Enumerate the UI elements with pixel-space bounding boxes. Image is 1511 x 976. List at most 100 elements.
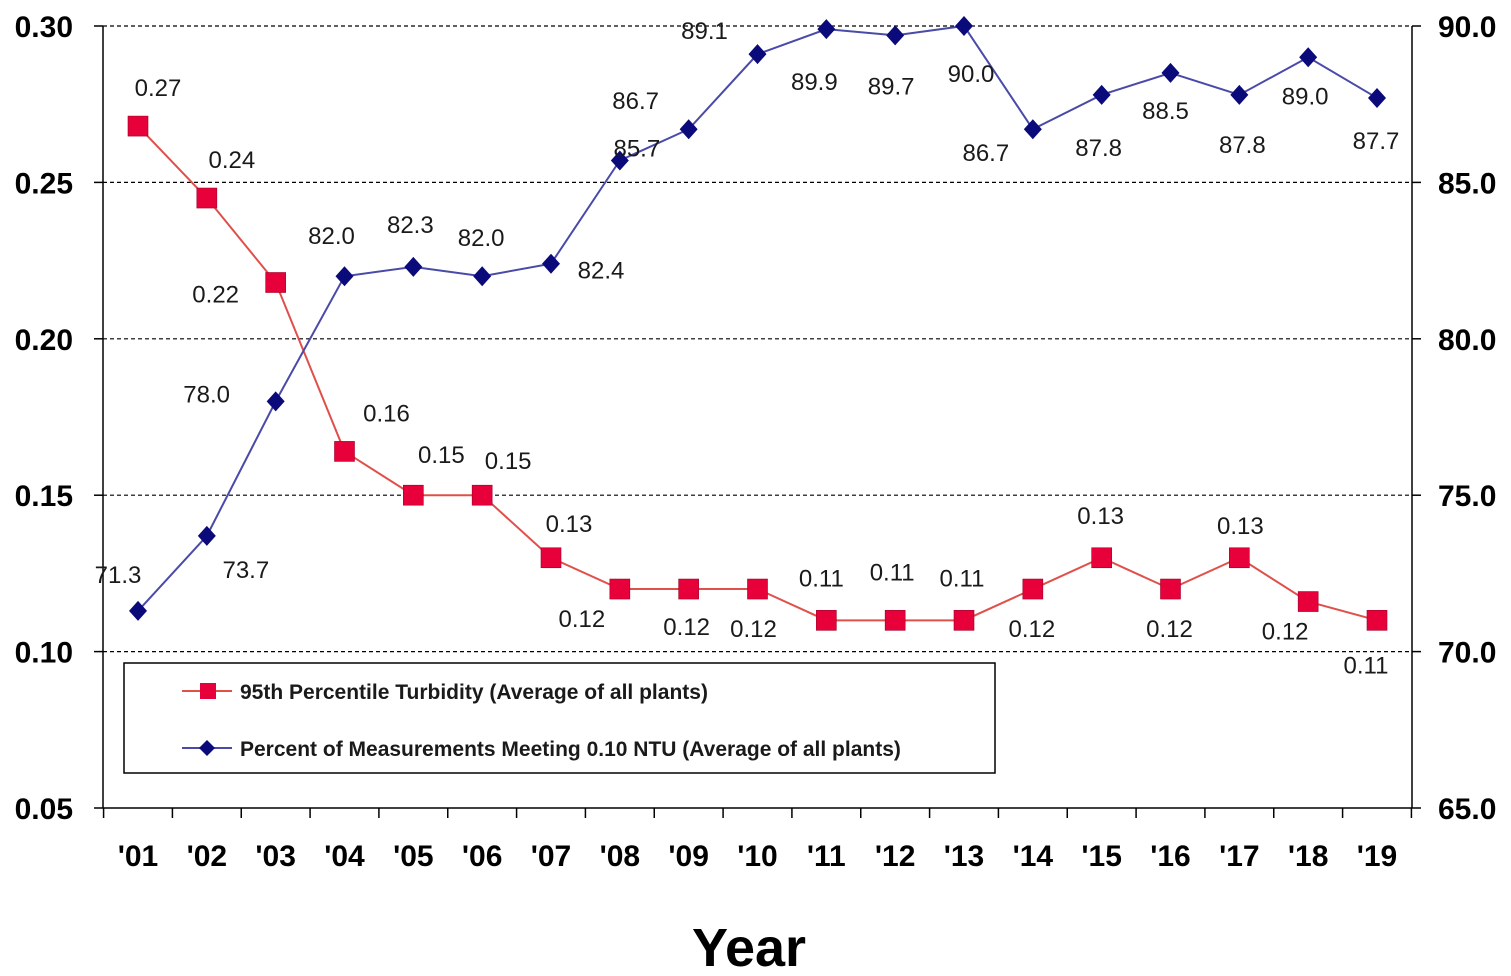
turbidity-point: [1366, 610, 1388, 631]
legend-marker-square: [200, 683, 216, 699]
percent-data-label: 89.7: [868, 73, 915, 100]
x-tick-label: '01: [118, 840, 159, 873]
percent-data-label: 82.0: [308, 223, 355, 250]
turbidity-data-label: 0.13: [1217, 513, 1264, 540]
turbidity-point: [609, 578, 631, 600]
x-tick-label: '07: [531, 840, 572, 873]
turbidity-data-label: 0.24: [208, 147, 255, 174]
percent-data-label: 87.8: [1219, 132, 1266, 159]
turbidity-point: [953, 610, 975, 631]
percent-point: [266, 391, 285, 412]
turbidity-data-label: 0.12: [663, 614, 710, 641]
percent-data-label: 78.0: [183, 381, 230, 408]
turbidity-point: [678, 578, 699, 600]
turbidity-point: [816, 610, 837, 631]
percent-data-label: 89.9: [791, 69, 838, 96]
turbidity-data-label: 0.22: [192, 281, 239, 308]
left-tick-label: 0.10: [15, 637, 73, 670]
left-tick-label: 0.30: [15, 11, 73, 44]
percent-point: [1230, 84, 1249, 105]
percent-data-label: 90.0: [948, 61, 995, 88]
x-tick-label: '14: [1013, 840, 1054, 873]
turbidity-point: [747, 578, 768, 600]
turbidity-point: [403, 484, 424, 506]
x-tick-label: '18: [1288, 840, 1329, 873]
legend-box: [123, 662, 996, 774]
percent-point: [1023, 119, 1042, 140]
legend-marker-diamond: [199, 740, 215, 756]
turbidity-point: [471, 484, 493, 506]
x-tick-label: '03: [255, 840, 296, 873]
x-tick-label: '16: [1150, 840, 1191, 873]
turbidity-data-label: 0.13: [1077, 503, 1124, 530]
x-tick-label: '13: [944, 840, 985, 873]
percent-point: [473, 266, 492, 287]
series-markers: [127, 16, 1388, 631]
percent-point: [129, 600, 147, 621]
percent-point: [748, 44, 767, 65]
percent-point: [1299, 47, 1318, 68]
turbidity-data-label: 0.15: [418, 442, 465, 469]
x-tick-label: '02: [187, 840, 228, 873]
turbidity-point: [1091, 547, 1112, 569]
legend: 95th Percentile Turbidity (Average of al…: [123, 662, 996, 774]
turbidity-point: [1022, 578, 1044, 600]
percent-data-label: 89.0: [1282, 83, 1329, 110]
turbidity-data-label: 0.15: [485, 448, 532, 475]
turbidity-data-label: 0.12: [730, 616, 777, 643]
percent-data-label: 71.3: [95, 562, 142, 589]
x-tick-label: '08: [600, 840, 641, 873]
turbidity-data-label: 0.12: [1146, 616, 1193, 643]
turbidity-point: [265, 272, 286, 293]
turbidity-data-label: 0.12: [1008, 616, 1055, 643]
series-lines: [137, 24, 1378, 622]
turbidity-point: [1160, 578, 1181, 600]
x-tick-label: '06: [462, 840, 503, 873]
percent-data-label: 86.7: [962, 140, 1009, 167]
right-tick-label: 70.0: [1438, 637, 1496, 670]
percent-data-label: 87.8: [1075, 135, 1122, 162]
turbidity-data-label: 0.16: [363, 400, 410, 427]
right-tick-label: 80.0: [1438, 324, 1496, 357]
percent-data-label: 82.4: [578, 258, 625, 285]
left-tick-label: 0.05: [15, 793, 73, 826]
percent-point: [679, 119, 698, 140]
axes: 0.05 65.0 0.10 70.0 0.15 75.0 0.20 80.0 0.25 85.0…: [15, 11, 1497, 873]
turbidity-point: [196, 187, 218, 209]
percent-line: [137, 24, 1378, 612]
percent-point: [1161, 62, 1180, 83]
x-tick-label: '12: [875, 840, 916, 873]
legend-label-percent: Percent of Measurements Meeting 0.10 NTU…: [240, 738, 901, 761]
percent-point: [886, 25, 905, 46]
right-tick-label: 85.0: [1438, 167, 1496, 200]
turbidity-point: [1297, 591, 1319, 612]
percent-point: [1368, 87, 1386, 108]
right-tick-label: 75.0: [1438, 480, 1496, 513]
x-tick-label: '05: [393, 840, 434, 873]
percent-data-label: 82.3: [387, 212, 434, 239]
turbidity-point: [127, 115, 149, 137]
percent-point: [817, 19, 836, 40]
turbidity-data-label: 0.27: [135, 75, 182, 102]
percent-point: [335, 266, 354, 287]
gridlines: [103, 25, 1412, 653]
percent-data-label: 89.1: [681, 18, 728, 45]
data-labels: 0.27 0.24 0.22 0.16 0.15 0.15 0.13 0.12 0.12 0.12…: [95, 18, 1400, 679]
percent-data-label: 82.0: [458, 225, 505, 252]
percent-data-label: 73.7: [222, 557, 269, 584]
x-tick-label: '04: [324, 840, 365, 873]
turbidity-point: [540, 547, 562, 569]
x-axis-title: Year: [692, 918, 806, 976]
percent-point: [197, 525, 216, 546]
turbidity-data-label: 0.11: [799, 565, 844, 592]
percent-point: [1092, 84, 1111, 105]
turbidity-data-label: 0.11: [870, 559, 915, 586]
turbidity-point: [884, 610, 906, 631]
left-tick-label: 0.20: [15, 324, 73, 357]
turbidity-data-label: 0.12: [1262, 619, 1309, 646]
x-tick-label: '10: [737, 840, 778, 873]
right-tick-label: 65.0: [1438, 793, 1496, 826]
turbidity-data-label: 0.12: [558, 606, 605, 633]
turbidity-data-label: 0.11: [940, 565, 985, 592]
